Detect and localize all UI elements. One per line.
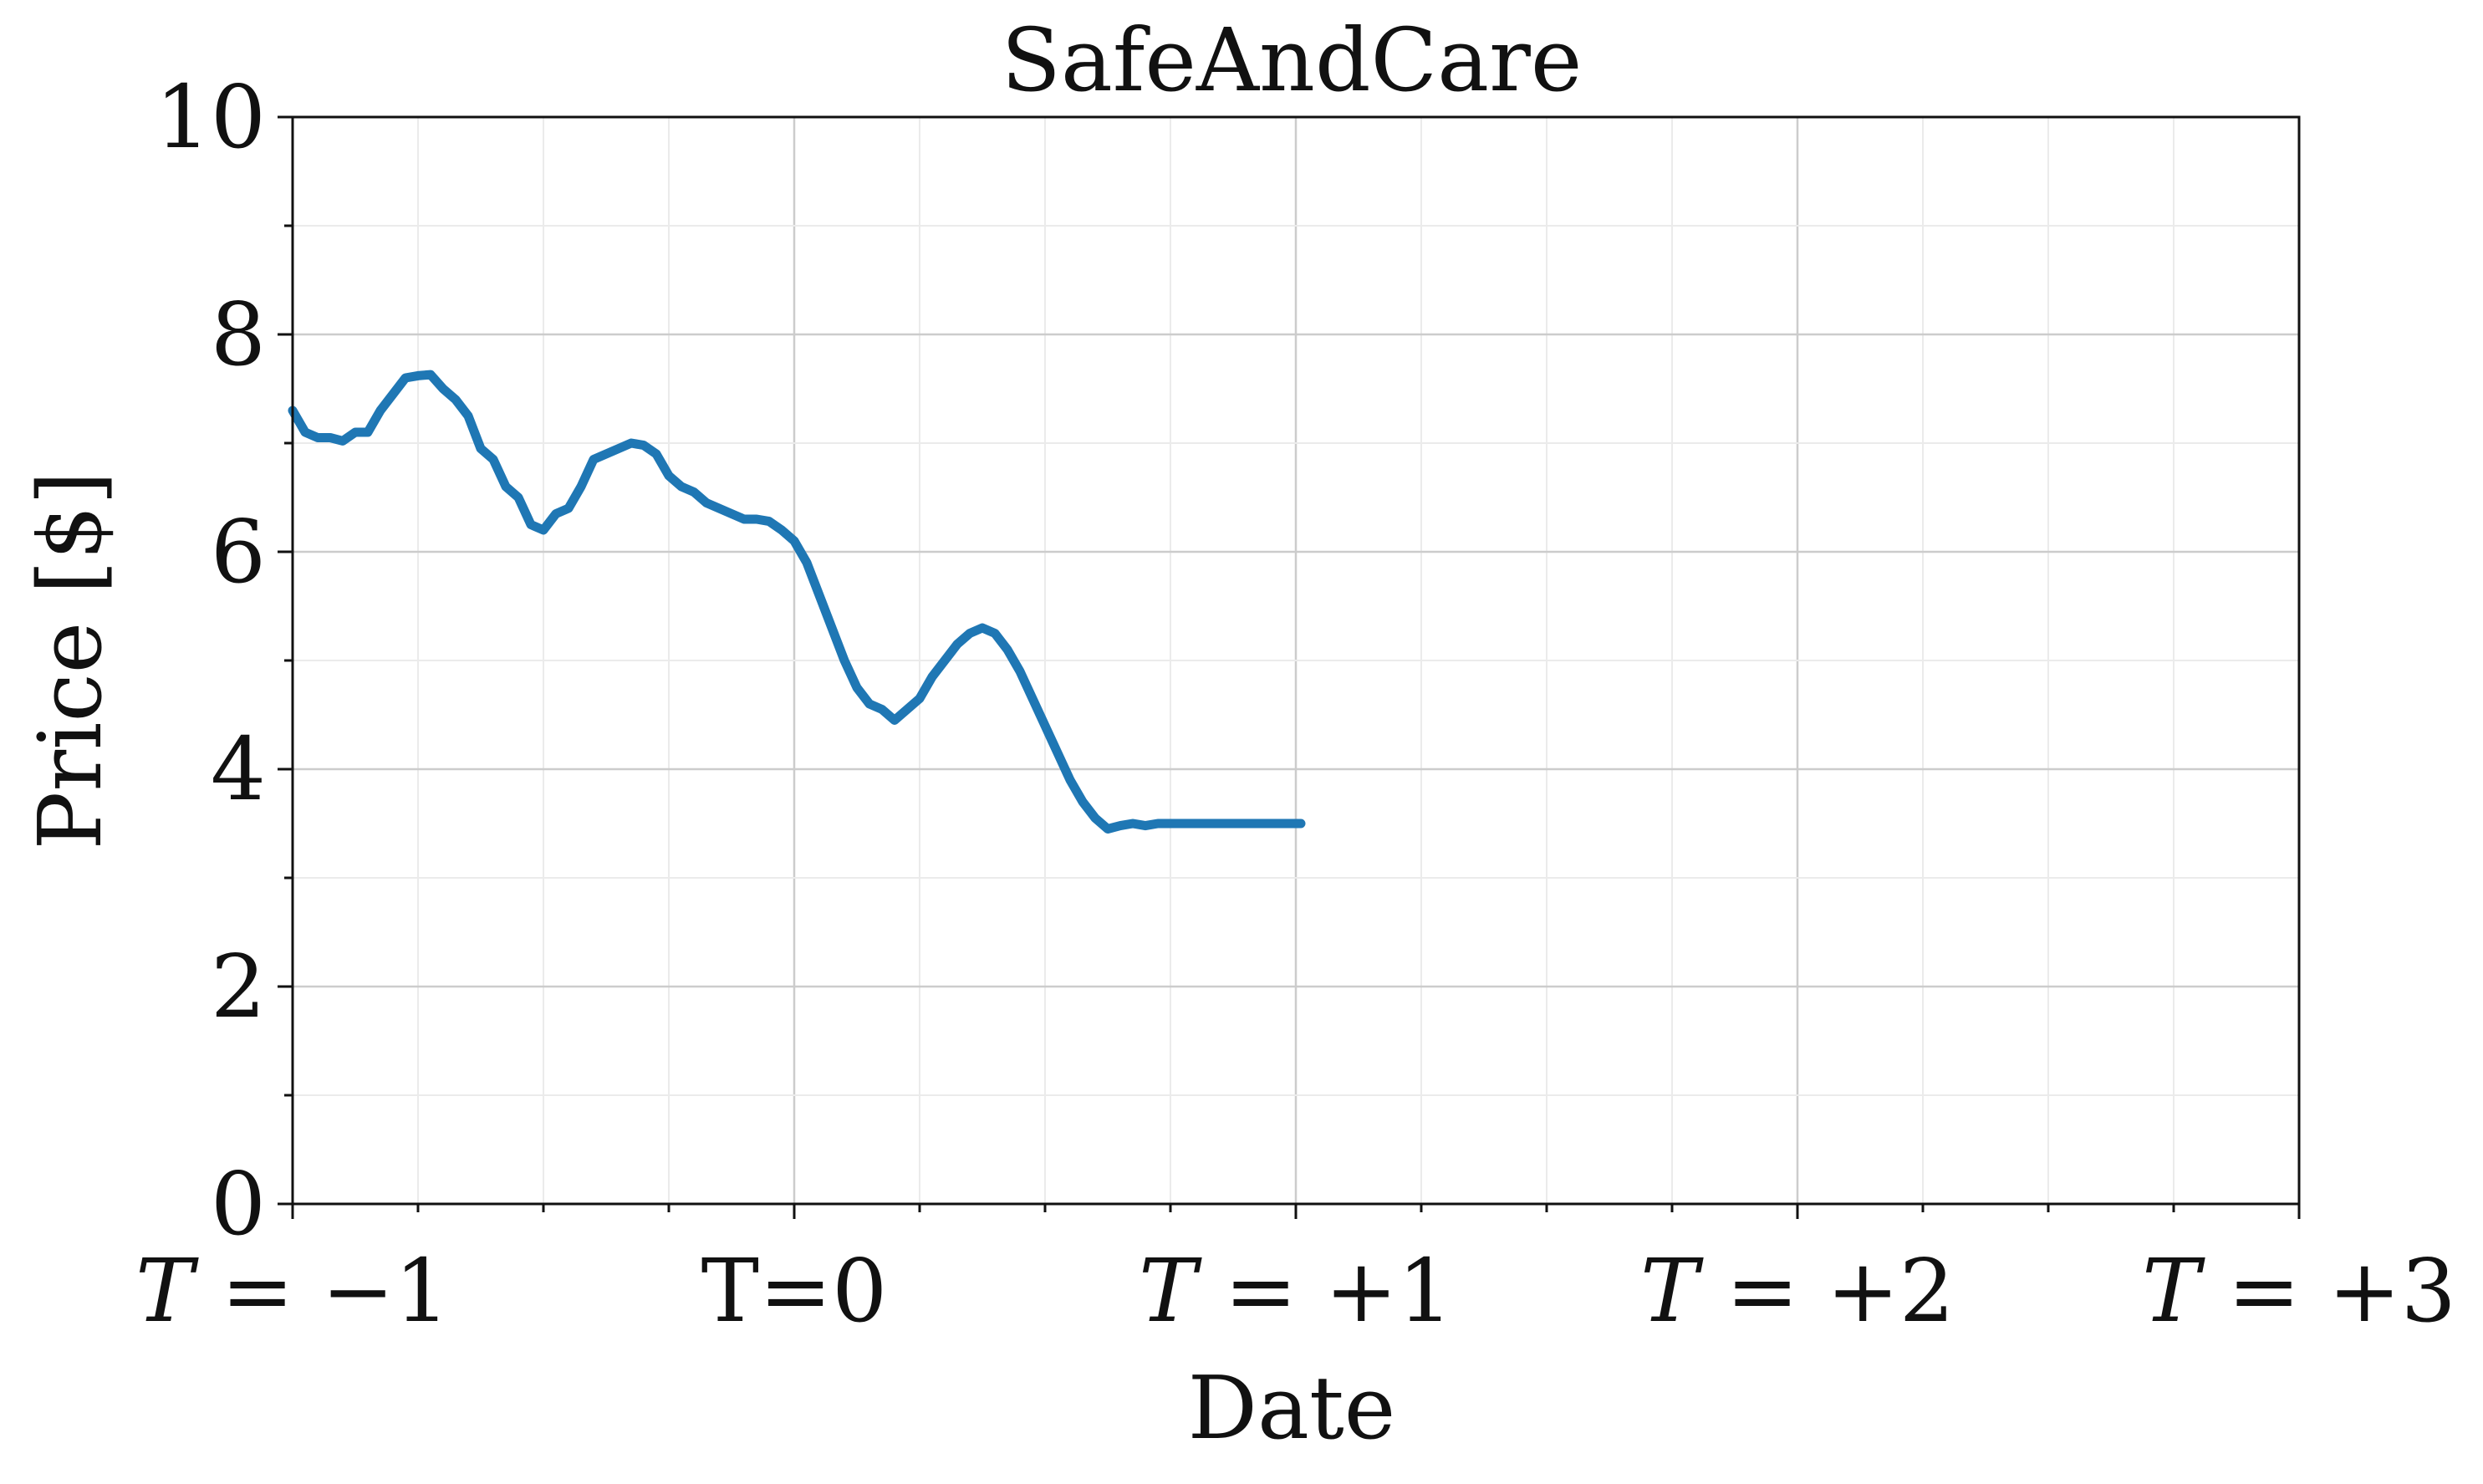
x-tick-label: T = −1: [135, 1240, 450, 1342]
y-ticks-layer: 0 2 4 6 8 10: [156, 66, 293, 1255]
grid-layer: [291, 115, 2301, 1206]
y-tick-label: 6: [211, 501, 266, 603]
price-series-line: [288, 370, 1306, 834]
chart-title: SafeAndCare: [1002, 9, 1583, 111]
x-axis-label: Date: [1188, 1357, 1396, 1459]
x-tick-label: T = +2: [1640, 1240, 1955, 1342]
x-tick-label: T=0: [701, 1240, 888, 1342]
y-tick-label: 10: [156, 66, 266, 168]
x-tick-label: T = +3: [2142, 1240, 2456, 1342]
y-tick-label: 8: [211, 283, 266, 385]
x-ticks-layer: T = −1 T=0 T = +1 T = +2 T = +3: [135, 1204, 2456, 1342]
y-tick-label: 0: [211, 1153, 266, 1255]
series-layer: [288, 370, 1306, 834]
y-tick-label: 2: [211, 936, 266, 1038]
x-tick-label: T = +1: [1139, 1240, 1453, 1342]
y-axis-label: Price [$]: [19, 471, 121, 849]
y-tick-label: 4: [211, 718, 266, 820]
